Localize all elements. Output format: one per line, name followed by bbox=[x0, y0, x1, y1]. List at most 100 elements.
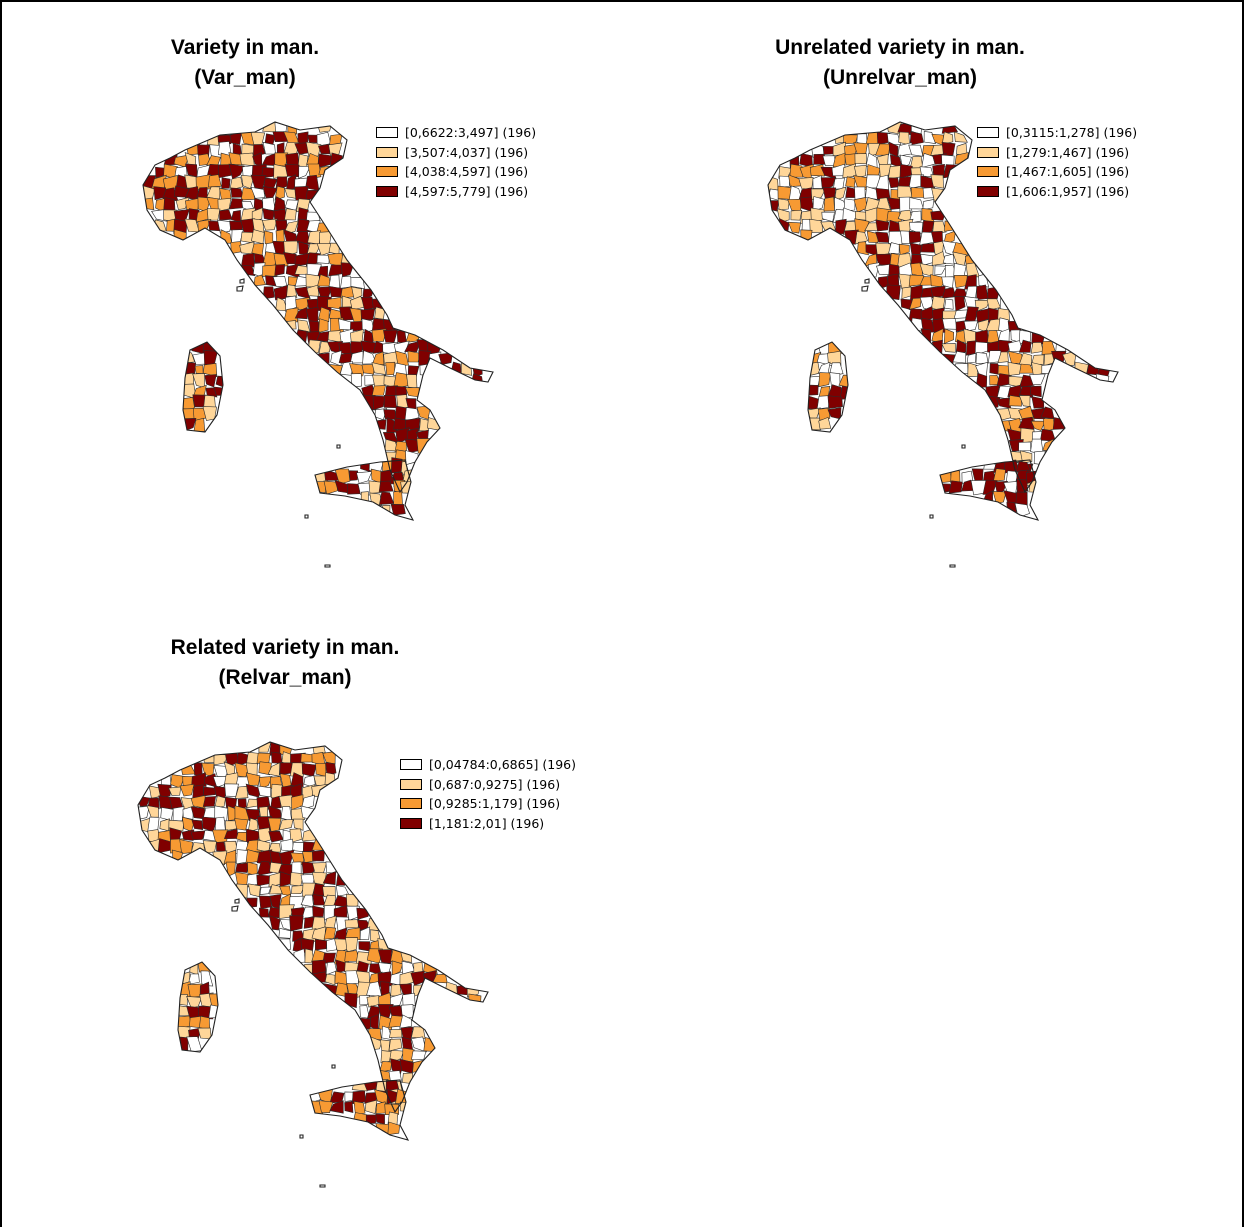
municipality-region bbox=[449, 361, 462, 378]
legend-item: [0,04784:0,6865] (196) bbox=[400, 755, 576, 775]
legend-label: [0,9285:1,179] (196) bbox=[429, 796, 561, 812]
legend-label: [1,181:2,01] (196) bbox=[429, 816, 545, 832]
municipality-region bbox=[385, 1080, 400, 1092]
municipality-region bbox=[317, 306, 330, 323]
municipality-region bbox=[301, 763, 317, 777]
municipality-region bbox=[268, 830, 284, 843]
municipality-region bbox=[182, 805, 194, 820]
municipality-region bbox=[318, 318, 329, 334]
municipality-region bbox=[262, 186, 278, 199]
municipality-region bbox=[407, 350, 421, 363]
municipality-region bbox=[312, 871, 327, 886]
municipality-region bbox=[385, 361, 396, 376]
municipality-region bbox=[402, 1072, 414, 1084]
municipality-region bbox=[934, 265, 947, 276]
municipality-region bbox=[168, 786, 182, 796]
legend-swatch bbox=[977, 146, 999, 158]
municipality-region bbox=[1030, 420, 1046, 431]
municipality-region bbox=[187, 973, 200, 985]
legend-swatch bbox=[376, 166, 398, 178]
italy-choropleth-map bbox=[137, 741, 489, 1188]
municipality-region bbox=[806, 384, 819, 396]
municipality-region bbox=[312, 905, 325, 918]
municipality-region bbox=[996, 397, 1012, 409]
map-title-line2: (Unrelvar_man) bbox=[822, 66, 978, 89]
map-panel-relvar-man: Related variety in man. (Relvar_man) [0,… bbox=[0, 615, 620, 1225]
municipality-region bbox=[213, 785, 227, 798]
legend-item: [3,507:4,037] (196) bbox=[376, 143, 536, 163]
municipality-region bbox=[284, 164, 300, 178]
municipality-region bbox=[942, 318, 958, 330]
municipality-region bbox=[827, 395, 843, 409]
municipality-region bbox=[898, 243, 910, 256]
municipality-region bbox=[294, 306, 308, 320]
municipality-region bbox=[356, 471, 373, 484]
legend-label: [4,038:4,597] (196) bbox=[405, 164, 529, 180]
map-title-line1: Related variety in man. bbox=[170, 636, 400, 659]
municipality-region bbox=[241, 252, 255, 268]
municipality-region bbox=[228, 163, 245, 180]
municipality-region bbox=[954, 296, 966, 312]
municipality-region bbox=[943, 328, 955, 345]
municipality-region bbox=[405, 450, 419, 466]
municipality-region bbox=[315, 763, 327, 777]
municipality-region bbox=[179, 783, 195, 797]
municipality-region bbox=[323, 926, 337, 940]
municipality-region bbox=[262, 141, 276, 155]
municipality-region bbox=[267, 762, 281, 777]
municipality-region bbox=[259, 886, 272, 895]
municipality-region bbox=[275, 229, 285, 244]
legend-item: [0,9285:1,179] (196) bbox=[400, 794, 576, 814]
map-title-line1: Variety in man. bbox=[170, 36, 320, 59]
mainland-outline bbox=[767, 121, 1119, 494]
municipality-region bbox=[378, 480, 394, 493]
municipality-region bbox=[200, 970, 214, 987]
municipality-region bbox=[273, 163, 288, 179]
municipality-region bbox=[930, 174, 944, 189]
municipality-region bbox=[256, 861, 273, 876]
municipality-region bbox=[157, 783, 172, 800]
legend-label: [1,279:1,467] (196) bbox=[1006, 144, 1130, 160]
municipality-region bbox=[404, 340, 421, 353]
municipality-region bbox=[853, 164, 867, 178]
municipality-region bbox=[328, 264, 343, 277]
municipality-region bbox=[901, 286, 912, 300]
municipality-region bbox=[942, 253, 955, 265]
municipality-region bbox=[307, 163, 322, 179]
municipality-region bbox=[388, 1070, 403, 1083]
municipality-region bbox=[908, 144, 924, 157]
municipality-region bbox=[371, 385, 386, 396]
municipality-region bbox=[234, 818, 249, 831]
municipality-region bbox=[985, 318, 1002, 332]
municipality-region bbox=[413, 984, 425, 998]
sardinia-outline bbox=[807, 341, 849, 433]
municipality-region bbox=[344, 1091, 354, 1102]
municipality-region bbox=[375, 1113, 385, 1125]
municipality-region bbox=[790, 209, 803, 221]
municipality-region bbox=[1031, 354, 1045, 365]
municipality-region bbox=[380, 1039, 391, 1053]
municipality-region bbox=[965, 262, 980, 278]
municipality-region bbox=[353, 1100, 366, 1115]
municipality-region bbox=[370, 1014, 380, 1031]
municipality-region bbox=[318, 1100, 334, 1114]
map-regions-group bbox=[143, 122, 484, 518]
municipality-region bbox=[245, 772, 261, 786]
legend-label: [0,3115:1,278] (196) bbox=[1006, 125, 1138, 141]
municipality-region bbox=[406, 374, 418, 389]
municipality-region bbox=[865, 186, 880, 201]
elba-outline bbox=[231, 905, 239, 912]
municipality-region bbox=[261, 218, 278, 231]
municipality-region bbox=[258, 761, 272, 776]
legend-item: [1,279:1,467] (196) bbox=[977, 143, 1137, 163]
municipality-region bbox=[317, 153, 333, 169]
municipality-region bbox=[205, 387, 218, 398]
municipality-region bbox=[305, 306, 319, 323]
municipality-region bbox=[1018, 405, 1035, 421]
municipality-region bbox=[360, 308, 376, 321]
legend-item: [1,606:1,957] (196) bbox=[977, 182, 1137, 202]
municipality-region bbox=[305, 273, 320, 288]
municipality-region bbox=[328, 274, 340, 289]
municipality-region bbox=[789, 163, 804, 178]
municipality-region bbox=[886, 284, 901, 301]
